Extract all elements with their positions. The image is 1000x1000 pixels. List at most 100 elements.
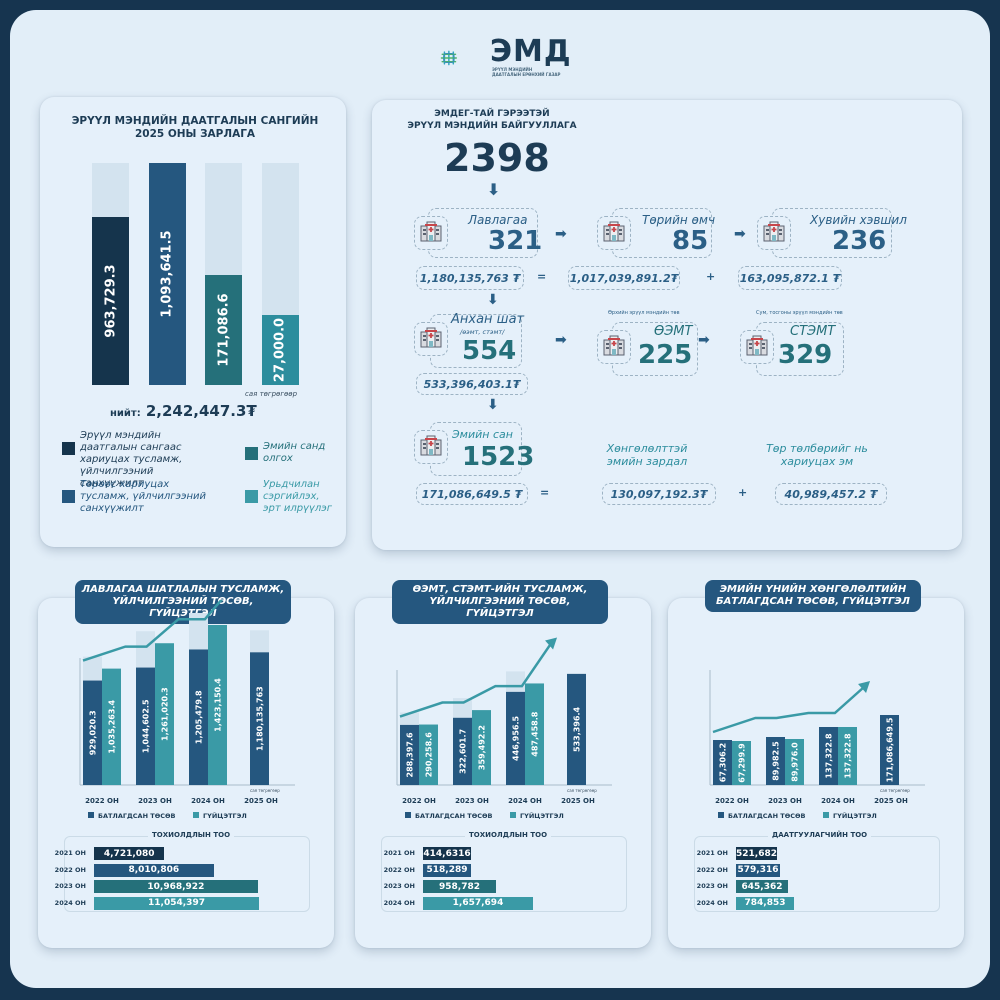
expenditure-card: ЭРҮҮЛ МЭНДИЙН ДААТГАЛЫН САНГИЙН 2025 ОНЫ… — [40, 97, 346, 547]
discounted-label: Хөнгөлөлттэй эмийн зардал — [592, 442, 702, 468]
count-year-label: 2024 ОН — [696, 898, 728, 907]
legend-swatch — [405, 812, 411, 818]
public-count: 85 — [672, 226, 709, 256]
unit-note: сая төгрөгөөр — [250, 788, 280, 793]
budget-bar-label: 929,020.3 — [89, 710, 98, 755]
chart-title-line2: БАТЛАГДСАН ТӨСӨВ, ГҮЙЦЭТГЭЛ — [716, 596, 910, 607]
discounted-amount: 130,097,192.3₮ — [602, 483, 716, 505]
execution-bar-label: 1,423,150.4 — [214, 678, 223, 732]
referral-chart-title: ЛАВЛАГАА ШАТЛАЛЫН ТУСЛАМЖ, ҮЙЛЧИЛГЭЭНИЙ Т… — [75, 580, 291, 624]
soum-label: СТЭМТ — [790, 324, 836, 339]
execution-bar-label: 1,261,020.3 — [161, 687, 170, 741]
primary-label: Анхан шат — [451, 312, 525, 327]
referral-count: 321 — [488, 226, 543, 256]
public-amount: 1,017,039,891.2₮ — [568, 266, 680, 290]
facilities-title: ЭМДЕГ-ТАЙ ГЭРЭЭТЭЙ ЭРҮҮЛ МЭНДИЙН БАЙГУУЛ… — [372, 108, 612, 132]
legend-label-4: Урьдчилан сэргийлэх, эрт илрүүлэг — [263, 479, 333, 514]
soum-count: 329 — [778, 340, 833, 370]
pharmacy-amount: 171,086,649.5 ₮ — [416, 483, 528, 505]
expenditure-bar-label: 1,093,641.5 — [159, 230, 175, 318]
count-year-label: 2023 ОН — [383, 882, 415, 890]
count-bar: 518,289 — [423, 863, 471, 877]
expenditure-title-line2: 2025 ОНЫ ЗАРЛАГА — [134, 128, 256, 140]
count-bar: 784,853 — [736, 896, 794, 910]
trend-line — [712, 686, 865, 734]
execution-bar-label: 1,035,263.4 — [108, 700, 117, 754]
arrow-right-icon: ➡ — [555, 332, 567, 348]
chart-title-line1: ЛАВЛАГАА ШАТЛАЛЫН ТУСЛАМЖ, — [81, 584, 285, 595]
primary-sublabel: /өэмт, стэмт/ — [460, 328, 505, 336]
expenditure-bar-label: 963,729.3 — [103, 264, 118, 338]
count-year-label: 2024 ОН — [383, 898, 415, 907]
x-tick-label: 2025 ОН — [561, 797, 595, 805]
budget-bar — [766, 737, 785, 785]
family-count: 225 — [638, 340, 693, 370]
count-bar: 521,682 — [736, 847, 777, 860]
execution-bar — [155, 643, 174, 785]
execution-bar — [208, 625, 227, 785]
state-paid-label-line2: хариуцах эм — [780, 455, 854, 468]
legend-label: ГҮЙЦЭТГЭЛ — [520, 811, 564, 820]
expenditure-bar: 1,093,641.5 — [148, 163, 186, 385]
budget-bar — [506, 691, 525, 785]
primary-amount: 533,396,403.1₮ — [416, 373, 528, 395]
legend-swatch — [193, 812, 199, 818]
expenditure-bar-label: 171,086.6 — [216, 293, 231, 367]
x-tick-label: 2024 ОН — [821, 797, 855, 805]
logo-title: ЭМД — [490, 34, 572, 69]
hospital-icon — [757, 216, 791, 250]
count-year-label: 2024 ОН — [54, 898, 86, 907]
budget-bar — [567, 673, 586, 785]
total-label: нийт: — [110, 408, 141, 419]
trend-arrow-icon — [858, 681, 871, 693]
referral-label: Лавлагаа — [468, 213, 528, 227]
equals-sign: = — [537, 270, 547, 283]
legend-swatch — [718, 812, 724, 818]
budget-bar-label: 89,982.5 — [772, 741, 781, 781]
expenditure-chart: 963,729.3 1,093,641.5 171,086.6 27,000.0 — [92, 163, 302, 385]
equals-sign: = — [540, 486, 550, 499]
trend-arrow-icon — [545, 637, 558, 650]
primary-bar-chart: 288,397.6 290,258.6 2022 ОН 322,601.7 359,49… — [396, 637, 612, 820]
legend-label: ГҮЙЦЭТГЭЛ — [833, 811, 877, 820]
count-bar: 10,968,922 — [94, 880, 258, 893]
legend-label: БАТЛАГДСАН ТӨСӨВ — [415, 812, 493, 820]
x-tick-label: 2023 ОН — [455, 797, 489, 805]
budget-bar-label: 171,086,649.5 — [886, 717, 895, 782]
budget-bar — [83, 680, 102, 785]
execution-bar-label: 290,258.6 — [425, 732, 434, 777]
expenditure-bar: 963,729.3 — [92, 216, 129, 385]
legend-label: БАТЛАГДСАН ТӨСӨВ — [98, 812, 176, 820]
count-bar: 11,054,397 — [94, 896, 259, 910]
budget-bar — [400, 724, 419, 785]
trend-line — [82, 600, 223, 662]
count-year-label: 2021 ОН — [696, 849, 728, 857]
arrow-down-icon: ⬇ — [487, 180, 501, 199]
execution-bar-label: 89,976.0 — [791, 742, 800, 782]
private-amount: 163,095,872.1 ₮ — [738, 266, 842, 290]
budget-bar — [189, 649, 208, 785]
legend-label-1: Эрүүл мэндийн даатгалын сангаас хариуцах… — [80, 430, 183, 489]
x-tick-label: 2025 ОН — [874, 797, 908, 805]
soum-note: Сум, тосгоны эрүүл мэндийн төв — [756, 310, 843, 316]
facilities-total: 2398 — [444, 136, 550, 180]
x-tick-label: 2023 ОН — [768, 797, 802, 805]
legend-label-3: Эмийн санд олгох — [263, 441, 326, 464]
budget-bar-label: 322,601.7 — [459, 729, 468, 774]
chart-title-line1: ӨЭМТ, СТЭМТ-ИЙН ТУСЛАМЖ, — [412, 584, 588, 595]
execution-bar — [785, 739, 804, 785]
x-tick-label: 2022 ОН — [85, 797, 119, 805]
execution-bar — [732, 741, 751, 785]
chart-title-line2: ҮЙЛЧИЛГЭЭНИЙ ТӨСӨВ, ГҮЙЦЭТГЭЛ — [112, 596, 254, 619]
referral-amount: 1,180,135,763 ₮ — [416, 266, 524, 290]
legend-swatch-4 — [245, 490, 258, 503]
state-paid-label-line1: Төр төлбөрийг нь — [766, 442, 868, 455]
legend-label: БАТЛАГДСАН ТӨСӨВ — [728, 812, 806, 820]
count-year-label: 2021 ОН — [54, 849, 86, 857]
logo-subtitle: ЭРҮҮЛ МЭНДИЙН ДААТГАЛЫН ЕРӨНХИЙ ГАЗАР — [492, 67, 561, 77]
execution-bar — [525, 683, 544, 785]
chart-title-line2: ҮЙЛЧИЛГЭЭНИЙ ТӨСӨВ, ГҮЙЦЭТГЭЛ — [429, 596, 571, 619]
unit-note: сая төгрөгөөр — [880, 788, 910, 793]
drug-counts-box — [694, 836, 940, 912]
count-year-label: 2022 ОН — [383, 865, 415, 874]
